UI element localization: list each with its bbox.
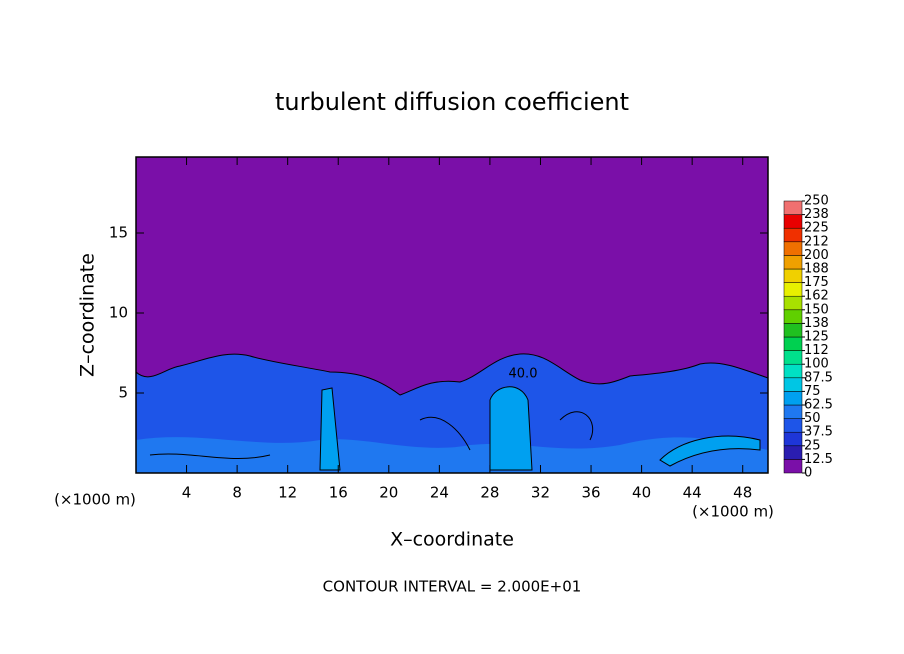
colorbar-bin xyxy=(783,227,803,243)
colorbar-bin xyxy=(783,445,803,460)
colorbar-bin xyxy=(783,363,803,379)
turbulent-core xyxy=(136,437,768,473)
colorbar-bin xyxy=(783,391,803,406)
colorbar-bin xyxy=(783,459,803,474)
x-tick-label: 8 xyxy=(232,484,242,502)
colorbar-label: 112 xyxy=(804,343,829,358)
colorbar-bin xyxy=(783,404,803,419)
colorbar-label: 175 xyxy=(804,275,829,290)
colorbar-label: 162 xyxy=(804,289,829,304)
colorbar-bin xyxy=(783,241,803,256)
x-tick-label: 48 xyxy=(733,484,752,502)
colorbar-label: 212 xyxy=(804,234,829,249)
colorbar-bin xyxy=(783,268,803,283)
colorbar-label: 37.5 xyxy=(804,425,833,440)
x-tick-label: 36 xyxy=(581,484,600,502)
y-axis-label: Z–coordinate xyxy=(77,253,99,377)
plot-frame xyxy=(135,156,769,474)
x-tick-label: 20 xyxy=(379,484,398,502)
footer-note: CONTOUR INTERVAL = 2.000E+01 xyxy=(323,578,582,596)
colorbar-bin xyxy=(783,309,803,324)
colorbar-label: 25 xyxy=(804,438,821,453)
colorbar-bin xyxy=(783,350,803,365)
colorbar-label: 50 xyxy=(804,411,821,426)
contour-line xyxy=(149,411,594,460)
colorbar-bin xyxy=(783,282,803,297)
x-unit-label: (×1000 m) xyxy=(692,503,774,521)
colorbar-bin xyxy=(783,418,803,433)
colorbar-label: 238 xyxy=(804,207,829,222)
x-tick-label: 44 xyxy=(683,484,702,502)
x-tick-label: 28 xyxy=(480,484,499,502)
colorbar-label: 150 xyxy=(804,302,829,317)
colorbar-label: 200 xyxy=(804,248,829,263)
x-tick-label: 4 xyxy=(182,484,192,502)
y-tick-label: 5 xyxy=(118,384,128,402)
colorbar-label: 62.5 xyxy=(804,398,833,413)
plot-area: 40.0 xyxy=(135,156,769,474)
colorbar-bin xyxy=(783,295,803,311)
colorbar-bin xyxy=(783,255,803,270)
colorbar-label: 225 xyxy=(804,221,829,236)
x-axis-label: X–coordinate xyxy=(390,529,514,551)
colorbar-label: 100 xyxy=(804,357,829,372)
colorbar-bin xyxy=(783,214,803,229)
high-diffusion xyxy=(319,386,761,471)
colorbar-label: 250 xyxy=(804,194,829,209)
x-unit-label: (×1000 m) xyxy=(54,491,136,509)
x-tick-label: 32 xyxy=(531,484,550,502)
colorbar-bin xyxy=(783,323,803,338)
x-tick-label: 12 xyxy=(278,484,297,502)
x-tick-label: 16 xyxy=(329,484,348,502)
colorbar-label: 87.5 xyxy=(804,370,833,385)
colorbar-label: 12.5 xyxy=(804,452,833,467)
y-tick-label: 10 xyxy=(109,304,128,322)
colorbar-label: 125 xyxy=(804,330,829,345)
chart-title: turbulent diffusion coefficient xyxy=(275,88,629,116)
x-tick-label: 40 xyxy=(632,484,651,502)
colorbar-label: 75 xyxy=(804,384,821,399)
colorbar-bin xyxy=(783,377,803,392)
contour-label: 40.0 xyxy=(509,367,538,382)
colorbar-bin xyxy=(783,431,803,447)
colorbar-label: 0 xyxy=(804,466,812,481)
colorbar-label: 188 xyxy=(804,262,829,277)
x-tick-label: 24 xyxy=(430,484,449,502)
colorbar-bin xyxy=(783,336,803,351)
colorbar-bin xyxy=(783,200,803,215)
y-tick-label: 15 xyxy=(109,224,128,242)
colorbar-label: 138 xyxy=(804,316,829,331)
